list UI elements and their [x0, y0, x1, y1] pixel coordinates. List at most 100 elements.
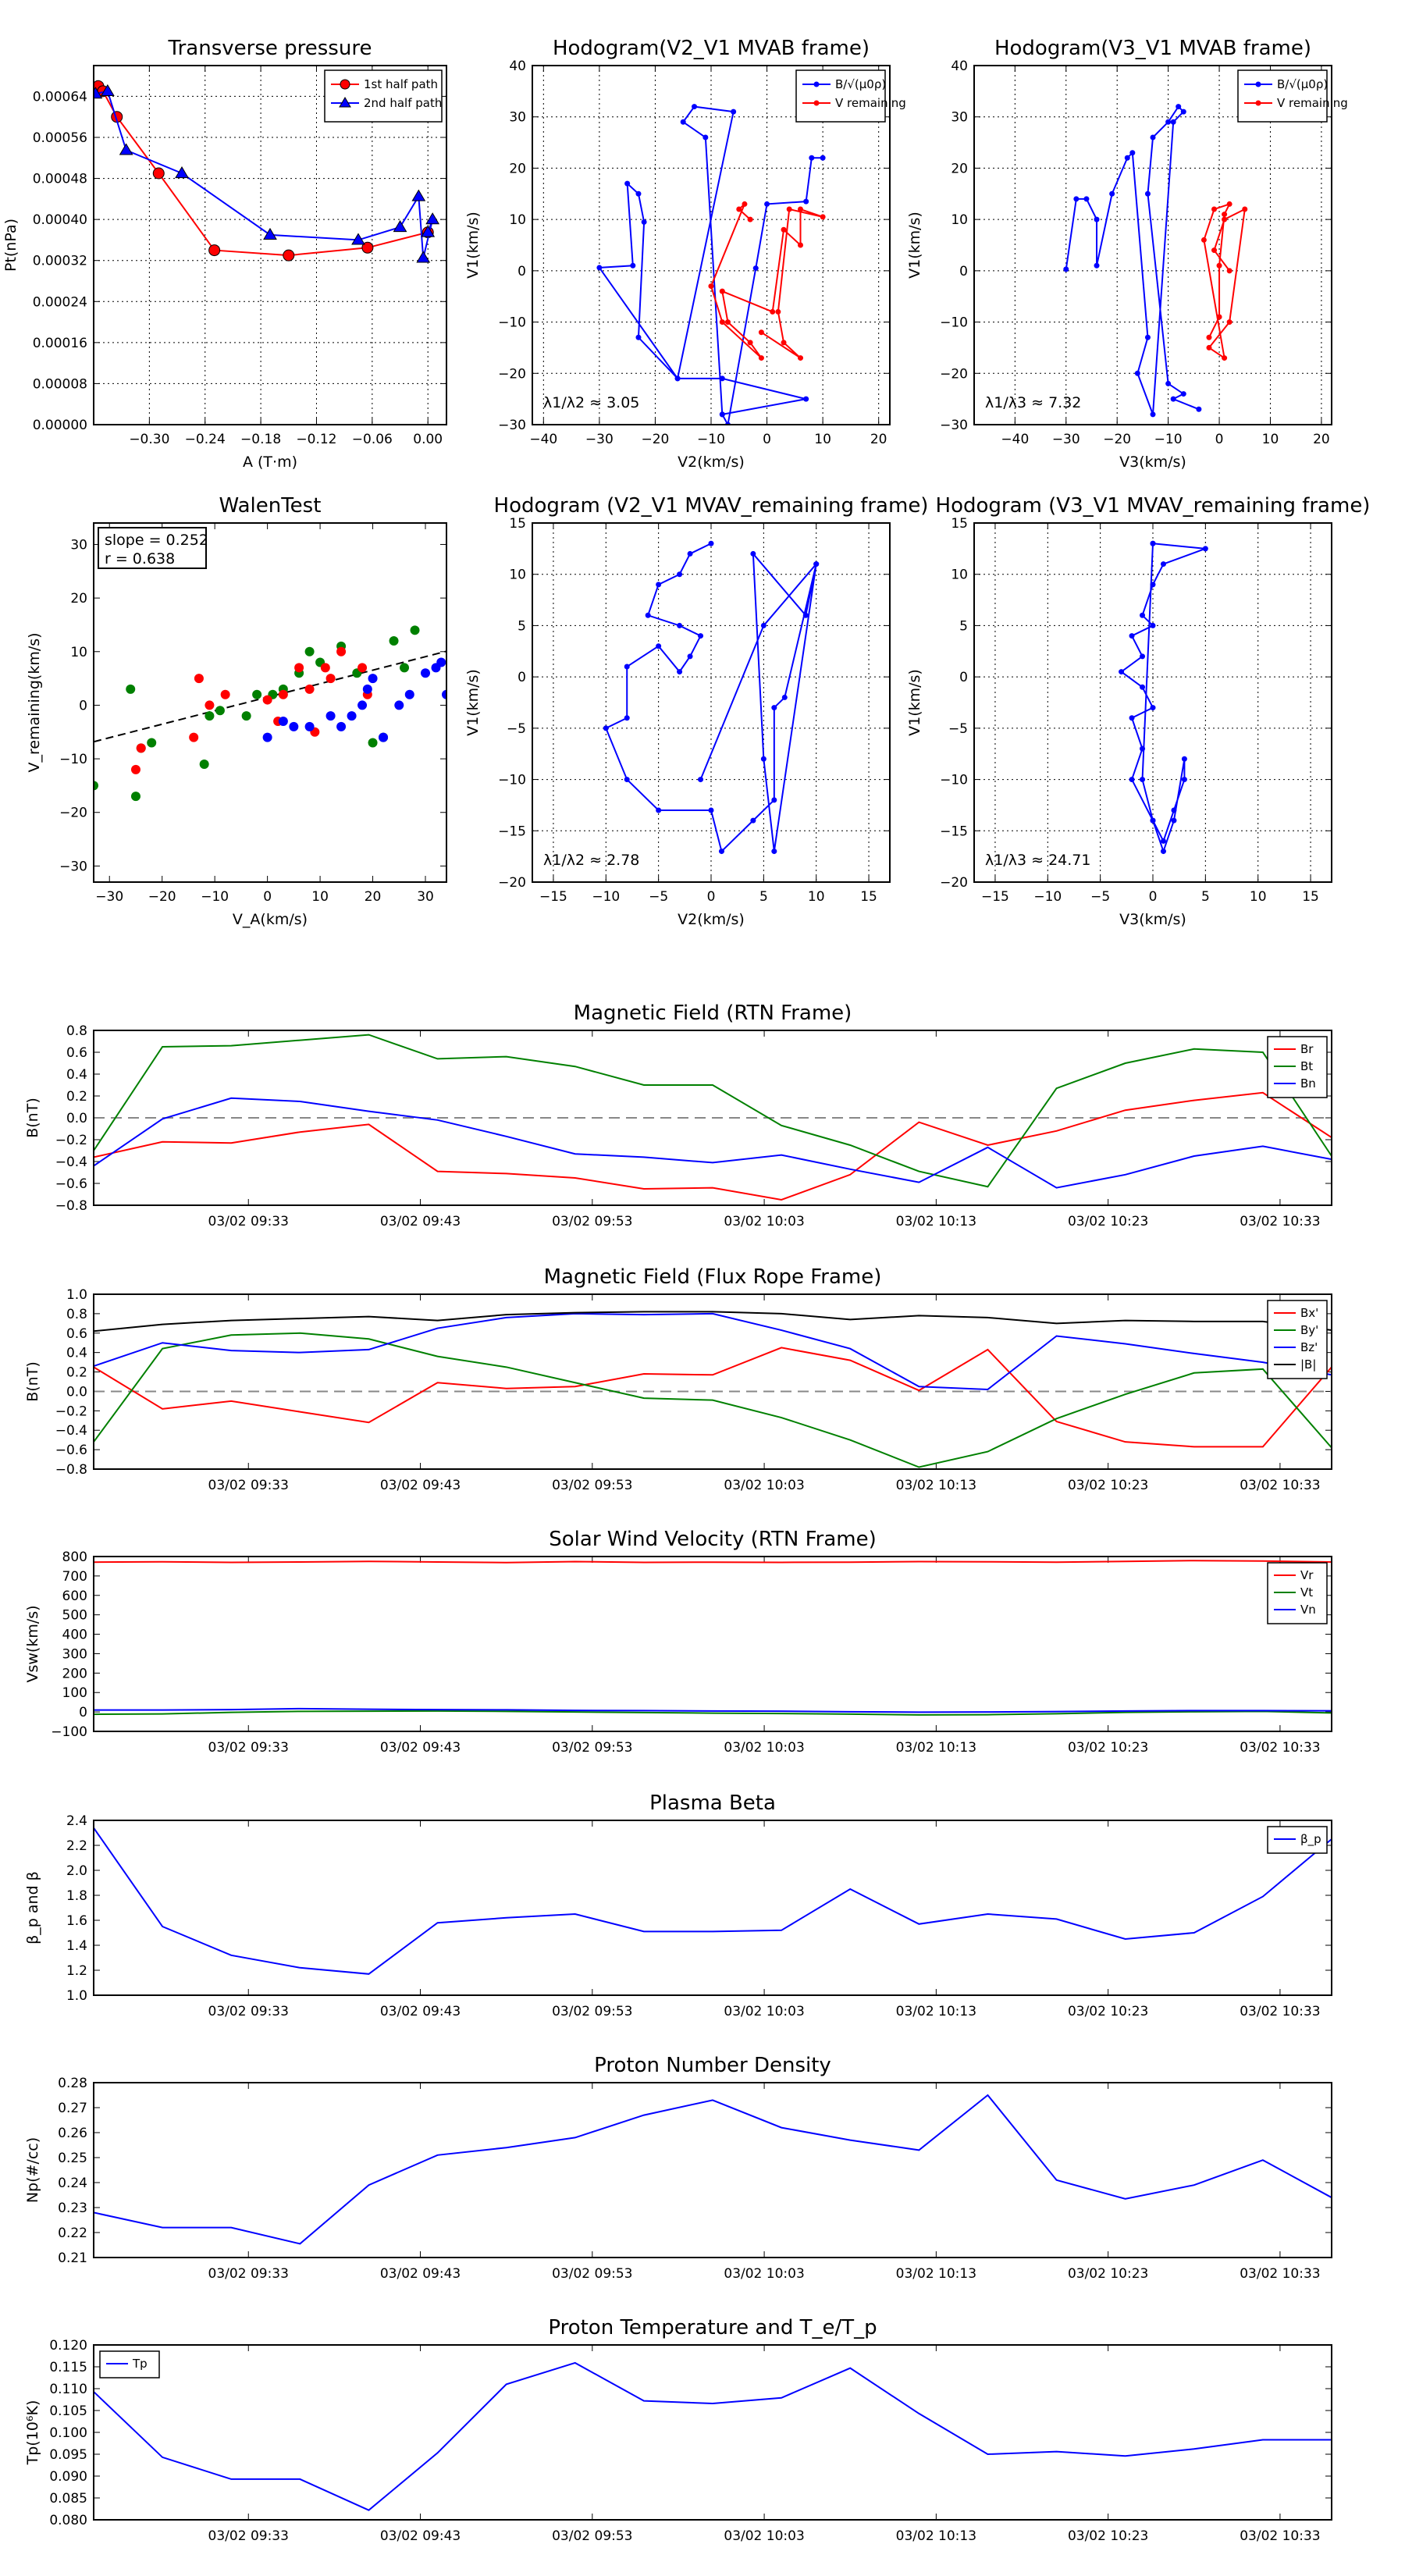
plot-area: [1119, 540, 1208, 855]
data-point: [357, 663, 368, 673]
data-point: [294, 663, 304, 673]
data-point: [278, 717, 288, 727]
data-point: [136, 743, 146, 753]
x-axis-label: V3(km/s): [1119, 454, 1186, 471]
y-tick-label: 0.00024: [33, 294, 87, 310]
legend: β_p: [1267, 1826, 1328, 1854]
y-tick-label: 40: [951, 59, 968, 74]
data-point: [304, 646, 315, 656]
x-tick-label: 03/02 10:13: [896, 2266, 976, 2282]
y-axis-label: Np(#/cc): [24, 2137, 41, 2203]
y-tick-label: 0.22: [58, 2226, 87, 2241]
data-point: [368, 674, 378, 684]
plot-frame: [93, 1820, 1332, 1996]
y-tick-label: 0.00064: [33, 89, 87, 105]
data-point: [813, 561, 820, 568]
data-point: [1150, 540, 1156, 546]
x-tick-label: 10: [814, 432, 831, 447]
legend-marker: [1255, 81, 1261, 87]
x-tick-label: 0: [763, 432, 771, 447]
data-point: [1150, 705, 1156, 711]
x-tick-label: 03/02 09:43: [380, 1478, 461, 1493]
series-line-1: [94, 1332, 1332, 1468]
x-tick-label: −5: [1090, 889, 1110, 905]
y-tick-label: 0.24: [58, 2176, 87, 2191]
y-axis-label: β_p and β: [24, 1871, 41, 1944]
y-tick-label: −10: [498, 315, 526, 331]
data-point: [189, 732, 199, 742]
y-tick-label: 0.26: [58, 2126, 87, 2141]
x-tick-label: 03/02 09:33: [208, 1478, 289, 1493]
chart-title: Proton Number Density: [594, 2054, 831, 2077]
y-tick-label: 0: [79, 698, 87, 713]
data-point: [758, 355, 764, 361]
data-point: [771, 705, 777, 711]
data-point: [325, 711, 336, 721]
data-point: [1181, 777, 1187, 783]
x-tick-label: 10: [1262, 432, 1279, 447]
data-point: [442, 689, 446, 699]
data-point: [94, 87, 103, 99]
data-point: [1134, 370, 1140, 376]
data-point: [719, 375, 725, 382]
y-axis-label: V_remaining(km/s): [26, 632, 43, 772]
y-tick-label: −0.8: [55, 1198, 87, 1214]
y-tick-label: 600: [62, 1589, 87, 1604]
data-point: [1180, 109, 1186, 115]
eigenvalue-ratio-annotation: λ1/λ2 ≈ 3.05: [543, 394, 639, 411]
chart-title: Hodogram (V3_V1 MVAV_remaining frame): [936, 494, 1371, 518]
data-point: [624, 777, 630, 783]
plot-area: [94, 2094, 1332, 2245]
x-tick-label: −0.12: [296, 432, 336, 447]
x-tick-label: −40: [529, 432, 557, 447]
x-tick-label: 10: [311, 889, 329, 905]
legend-marker: [813, 81, 820, 87]
y-tick-label: −10: [498, 773, 526, 788]
data-point: [719, 288, 725, 294]
chart-title: Transverse pressure: [168, 37, 372, 60]
data-point: [410, 625, 420, 635]
chart-title: Hodogram (V2_V1 MVAV_remaining frame): [494, 494, 929, 518]
chart-hodogram-v3v1-mvab: −40 −30 −20 −10 0 10 20 −30 −20 −10 0 10 20 30 40 Hodog…: [906, 37, 1348, 471]
chart-proton-number-density: 03/02 09:33 03/02 09:43 03/02 09:53 03/02 1…: [24, 2054, 1332, 2282]
x-tick-label: 03/02 10:13: [896, 1478, 976, 1493]
legend-label: B/√(μ0ρ): [1277, 77, 1328, 91]
y-tick-label: −15: [940, 824, 968, 839]
data-point: [263, 227, 277, 240]
y-tick-label: 2.0: [66, 1863, 87, 1879]
x-axis-label: V2(km/s): [678, 454, 745, 471]
chart-title: Solar Wind Velocity (RTN Frame): [549, 1528, 876, 1551]
y-tick-label: 15: [509, 516, 526, 532]
data-point: [94, 781, 98, 791]
data-point: [803, 198, 809, 205]
data-point: [1181, 756, 1187, 762]
y-tick-label: 0: [959, 670, 968, 685]
y-tick-label: 0.00040: [33, 212, 87, 228]
x-axis-label: V2(km/s): [678, 911, 745, 928]
data-point: [304, 721, 315, 731]
x-tick-label: −10: [697, 432, 725, 447]
data-point: [1129, 777, 1135, 783]
data-point: [130, 792, 140, 802]
x-axis-label: V_A(km/s): [233, 911, 308, 928]
y-tick-label: −20: [498, 875, 526, 891]
x-tick-label: 03/02 10:33: [1240, 2528, 1320, 2544]
y-tick-label: −15: [498, 824, 526, 839]
data-point: [1144, 334, 1151, 340]
x-tick-label: 0: [707, 889, 716, 905]
y-tick-label: 0.0: [66, 1111, 87, 1126]
legend-label: B/√(μ0ρ): [835, 77, 886, 91]
y-tick-label: −5: [948, 721, 968, 737]
data-point: [758, 329, 764, 336]
data-point: [656, 643, 662, 649]
data-point: [1222, 216, 1228, 222]
data-point: [798, 242, 803, 248]
x-tick-label: −15: [981, 889, 1009, 905]
data-point: [771, 797, 777, 803]
data-point: [175, 166, 189, 179]
y-tick-label: 15: [951, 516, 968, 532]
legend-label: β_p: [1300, 1832, 1321, 1847]
y-tick-label: 0.110: [49, 2382, 87, 2397]
data-point: [1094, 262, 1100, 269]
legend-label: Br: [1300, 1042, 1314, 1056]
